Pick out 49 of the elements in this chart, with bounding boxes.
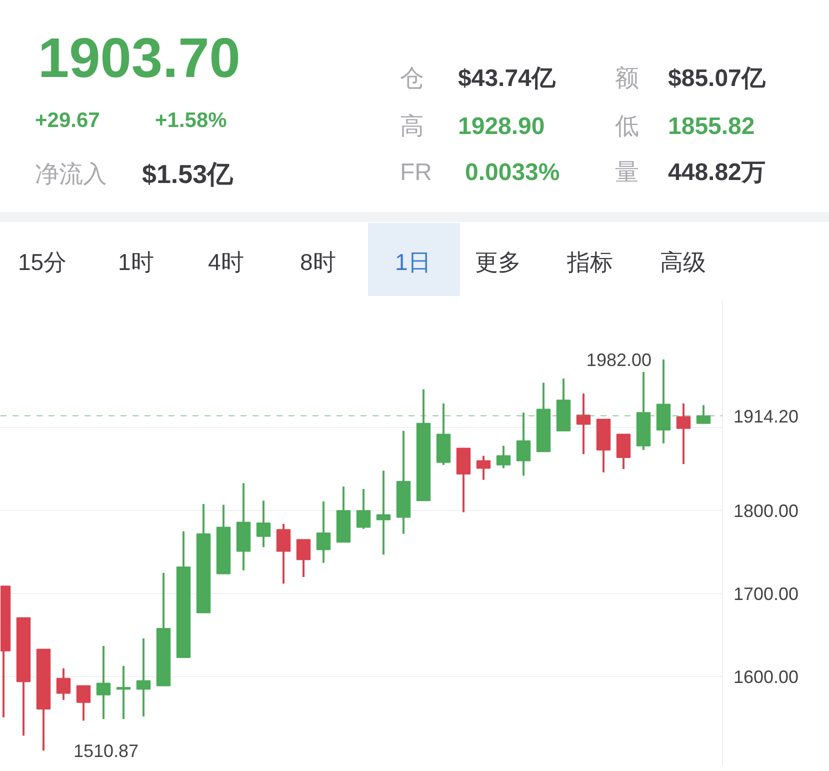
text: 4时	[208, 248, 244, 277]
candlestick	[316, 500, 331, 564]
text: 1855.82	[668, 112, 755, 142]
text: 更多	[475, 248, 521, 277]
candlestick	[376, 470, 391, 556]
candlestick	[476, 454, 491, 481]
text: 指标	[567, 248, 613, 277]
candlestick	[56, 667, 71, 701]
candlestick	[576, 392, 591, 456]
text: 448.82万	[668, 158, 766, 188]
text: FR	[400, 158, 432, 188]
text: $43.74亿	[458, 64, 556, 94]
candlestick	[276, 522, 291, 585]
text: 1时	[118, 248, 154, 277]
candlestick	[616, 433, 631, 470]
candlestick	[96, 644, 111, 720]
annotation: 1510.87	[74, 741, 139, 762]
text: +1.58%	[155, 108, 227, 134]
text: 额	[615, 64, 639, 94]
y-tick-label: 1600.00	[734, 667, 799, 688]
text: 1日	[395, 248, 431, 277]
text: 15分	[18, 248, 67, 277]
text: 仓	[400, 64, 424, 94]
annotation: 1982.00	[586, 350, 652, 370]
candlestick	[76, 684, 91, 722]
text: 1928.90	[458, 112, 545, 142]
y-tick-label: 1800.00	[734, 501, 799, 522]
text: +29.67	[35, 108, 100, 134]
ref-line-label: 1914.20	[734, 406, 799, 426]
text: 高	[400, 112, 424, 142]
candlestick	[256, 500, 271, 548]
candlestick	[356, 488, 371, 530]
candlestick	[496, 444, 511, 470]
text: 低	[615, 112, 639, 142]
text: $85.07亿	[668, 64, 766, 94]
candlestick	[116, 664, 131, 720]
candlestick	[136, 637, 151, 718]
candlestick	[676, 402, 691, 466]
candlestick	[516, 412, 531, 477]
text: 净流入	[35, 160, 107, 190]
candlestick	[296, 538, 311, 578]
candlestick	[696, 404, 711, 424]
text: 1903.70	[38, 25, 240, 91]
text: 量	[615, 158, 639, 188]
text: 8时	[300, 248, 336, 277]
text: 0.0033%	[465, 158, 560, 188]
text: 高级	[660, 248, 706, 277]
y-tick-label: 1700.00	[734, 584, 799, 604]
text: $1.53亿	[142, 158, 234, 191]
